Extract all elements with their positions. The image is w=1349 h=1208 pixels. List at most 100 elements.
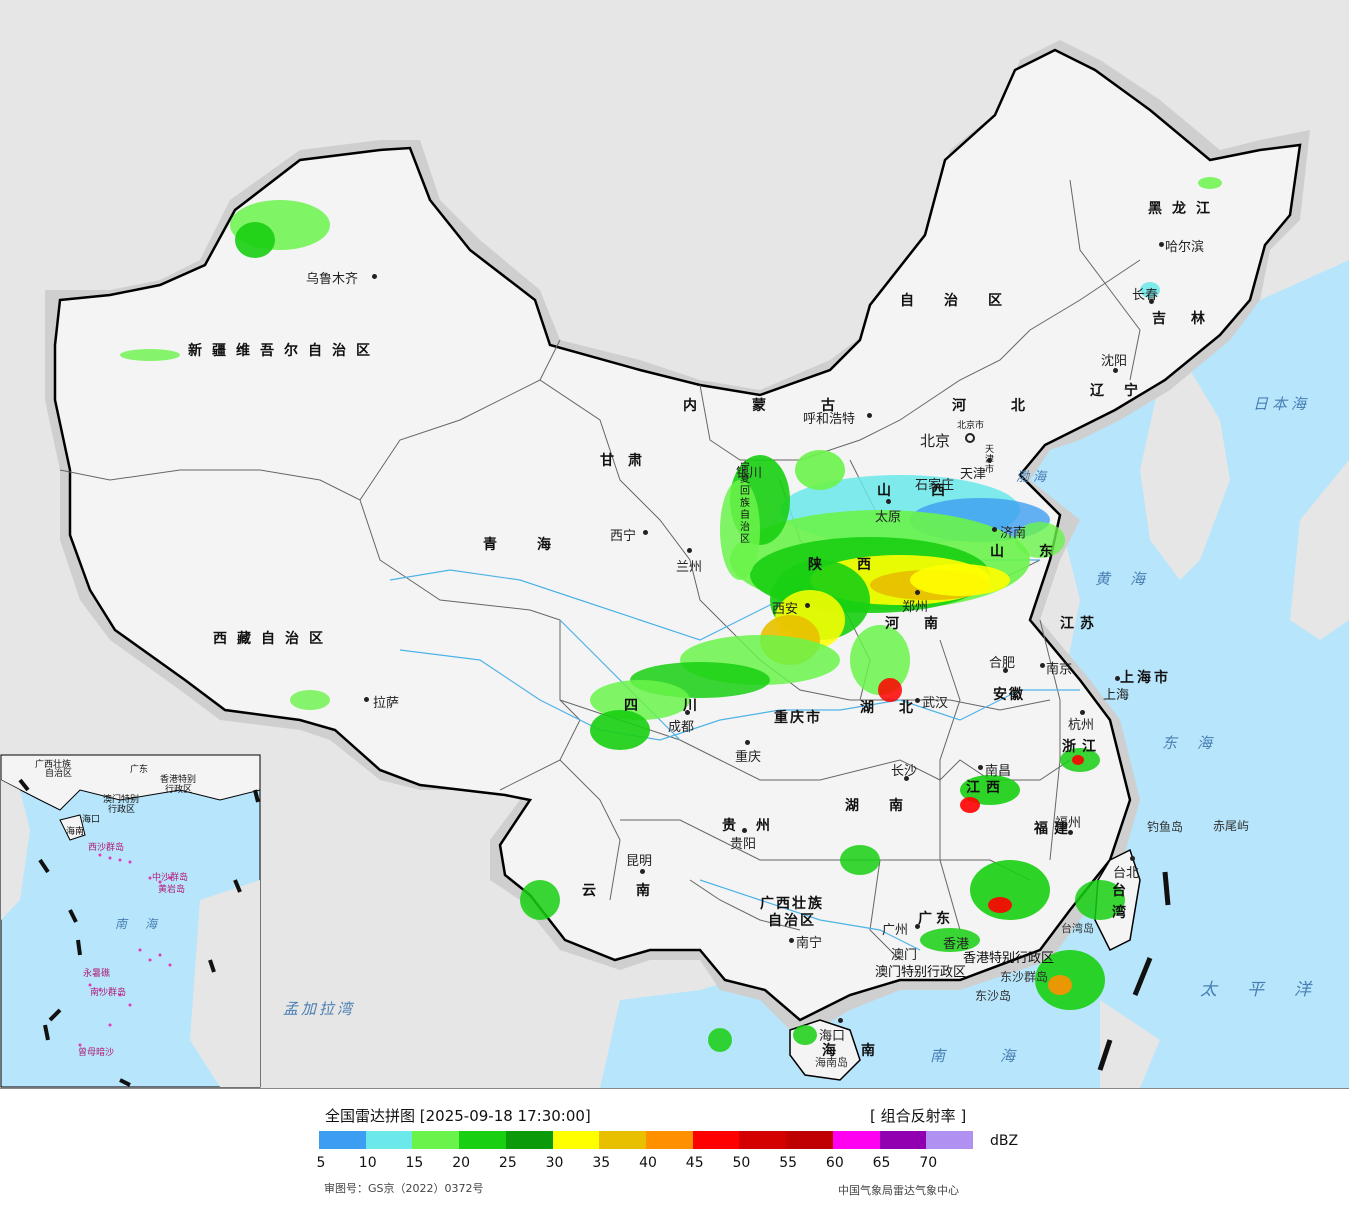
capital-icon — [965, 433, 975, 443]
city-label-taiyuan: 太原 — [875, 510, 902, 525]
city-dot — [1068, 830, 1073, 835]
city-dot — [867, 413, 872, 418]
color-scale-tick-label: 65 — [872, 1155, 891, 1171]
city-label-shijiazhuang: 石家庄 — [915, 478, 955, 493]
city-label-guiyang: 贵阳 — [730, 837, 757, 852]
province-label-shaanxi: 陕西 — [808, 557, 906, 573]
province-label-chongqing: 重庆市 — [774, 710, 822, 726]
city-label-tianjin: 天津 — [960, 467, 987, 482]
province-label-shandong: 山东 — [990, 544, 1088, 560]
city-dot — [978, 765, 983, 770]
city-dot — [685, 710, 690, 715]
sea-label-mengjialawan: 孟加拉湾 — [283, 1000, 356, 1018]
inset-label: 广东 — [130, 765, 149, 775]
city-label-changchun: 长春 — [1132, 288, 1159, 303]
inset-label: 澳门特别 — [103, 795, 140, 805]
inset-label: 南 — [115, 917, 128, 931]
province-label-sichuan: 四川 — [624, 698, 742, 714]
city-label-haerbin: 哈尔滨 — [1165, 240, 1205, 255]
city-label-shenyang: 沈阳 — [1101, 354, 1128, 369]
province-label-shanghai: 上海市 — [1120, 670, 1171, 686]
city-label-hefei: 合肥 — [989, 656, 1016, 671]
sea-label-donghai: 东海 — [1162, 734, 1233, 752]
province-label-guangdong: 广东 — [918, 911, 954, 927]
color-scale-tick-label: 25 — [498, 1155, 517, 1171]
south-china-sea-inset — [0, 754, 261, 1088]
sea-label-nanhai: 南海 — [930, 1047, 1071, 1065]
philippines-land — [1100, 1000, 1160, 1088]
color-scale-tick-label: 20 — [452, 1155, 471, 1171]
color-swatch — [365, 1131, 413, 1149]
color-scale-tick-label: 50 — [732, 1155, 751, 1171]
island-label-diaoyudao: 钓鱼岛 — [1147, 820, 1184, 834]
province-label-ningxia: 宁夏回族自治区 — [740, 462, 750, 545]
city-label-xianggang: 香港 — [943, 937, 970, 952]
province-label-jiangxi: 江西 — [966, 780, 1006, 796]
province-label-yunnan: 云南 — [582, 883, 690, 899]
city-label-guangzhou: 广州 — [882, 923, 909, 938]
inset-label: 自治区 — [45, 769, 73, 779]
city-dot — [992, 527, 997, 532]
color-swatch — [832, 1131, 880, 1149]
inset-label: 南沙群岛 — [90, 988, 127, 998]
city-dot — [643, 530, 648, 535]
province-label-guangxi-2: 自治区 — [768, 913, 816, 929]
color-swatch — [599, 1131, 647, 1149]
city-label-huhehaote: 呼和浩特 — [803, 412, 856, 427]
city-dot — [364, 697, 369, 702]
legend-unit: dBZ — [990, 1133, 1019, 1149]
city-dot — [805, 603, 810, 608]
color-scale-bar — [319, 1131, 974, 1149]
province-label-beijing: 北京市 — [957, 421, 985, 431]
province-label-aomen: 澳门特别行政区 — [875, 965, 967, 980]
province-label-shanxi: 山西 — [877, 483, 985, 499]
city-dot — [1040, 663, 1045, 668]
province-label-hebei: 河北 — [952, 398, 1070, 414]
city-label-taibei: 台北 — [1113, 866, 1140, 881]
color-scale-tick-label: 30 — [545, 1155, 564, 1171]
city-label-hangzhou: 杭州 — [1068, 718, 1095, 733]
city-label-lanzhou: 兰州 — [676, 560, 703, 575]
city-dot — [915, 590, 920, 595]
sea-label-ribenhai: 日本海 — [1253, 395, 1311, 413]
inset-label: 海 — [145, 917, 158, 931]
city-label-chengdu: 成都 — [668, 720, 695, 735]
island-label-chiweiyu: 赤尾屿 — [1213, 819, 1250, 833]
city-label-nanning: 南宁 — [796, 936, 823, 951]
inset-label: 黄岩岛 — [158, 885, 186, 895]
city-dot — [886, 499, 891, 504]
island-label-dongshaqundao: 东沙群岛 — [1000, 970, 1049, 984]
legend-product: [ 组合反射率 ] — [870, 1107, 967, 1125]
color-swatch — [926, 1131, 974, 1149]
city-dot — [1115, 676, 1120, 681]
province-label-hainan: 海南 — [822, 1043, 900, 1059]
city-dot — [915, 924, 920, 929]
province-label-guangxi: 广西壮族 — [760, 896, 824, 912]
province-label-zhejiang: 浙江 — [1062, 739, 1102, 755]
city-label-wuhan: 武汉 — [922, 696, 949, 711]
color-scale-tick-label: 35 — [592, 1155, 611, 1171]
city-label-haikou: 海口 — [819, 1029, 846, 1044]
province-label-neimenggu-2: 自治区 — [900, 293, 1032, 309]
city-label-fuzhou: 福州 — [1055, 816, 1082, 831]
island-label-taiwandao: 台湾岛 — [1061, 922, 1094, 935]
island-label-dongshadao: 东沙岛 — [975, 989, 1012, 1003]
color-swatch — [646, 1131, 693, 1149]
color-swatch — [739, 1131, 787, 1149]
city-dot — [742, 828, 747, 833]
color-swatch — [552, 1131, 600, 1149]
province-label-qinghai: 青海 — [483, 537, 591, 553]
province-label-xianggang: 香港特别行政区 — [963, 951, 1055, 966]
color-swatch — [692, 1131, 740, 1149]
legend-panel: 全国雷达拼图 [2025-09-18 17:30:00] [ 组合反射率 ] 5… — [0, 1089, 1349, 1208]
data-source: 中国气象局雷达气象中心 — [838, 1184, 959, 1197]
city-label-xining: 西宁 — [610, 529, 637, 544]
sea-label-huanghai: 黄海 — [1095, 570, 1166, 588]
city-label-nanchang: 南昌 — [985, 764, 1012, 779]
province-label-xizang: 西藏自治区 — [213, 631, 333, 647]
city-dot — [915, 698, 920, 703]
color-swatch — [319, 1131, 366, 1149]
city-label-kunming: 昆明 — [626, 854, 653, 869]
city-dot — [1113, 368, 1118, 373]
color-scale-tick-label: 40 — [639, 1155, 657, 1171]
